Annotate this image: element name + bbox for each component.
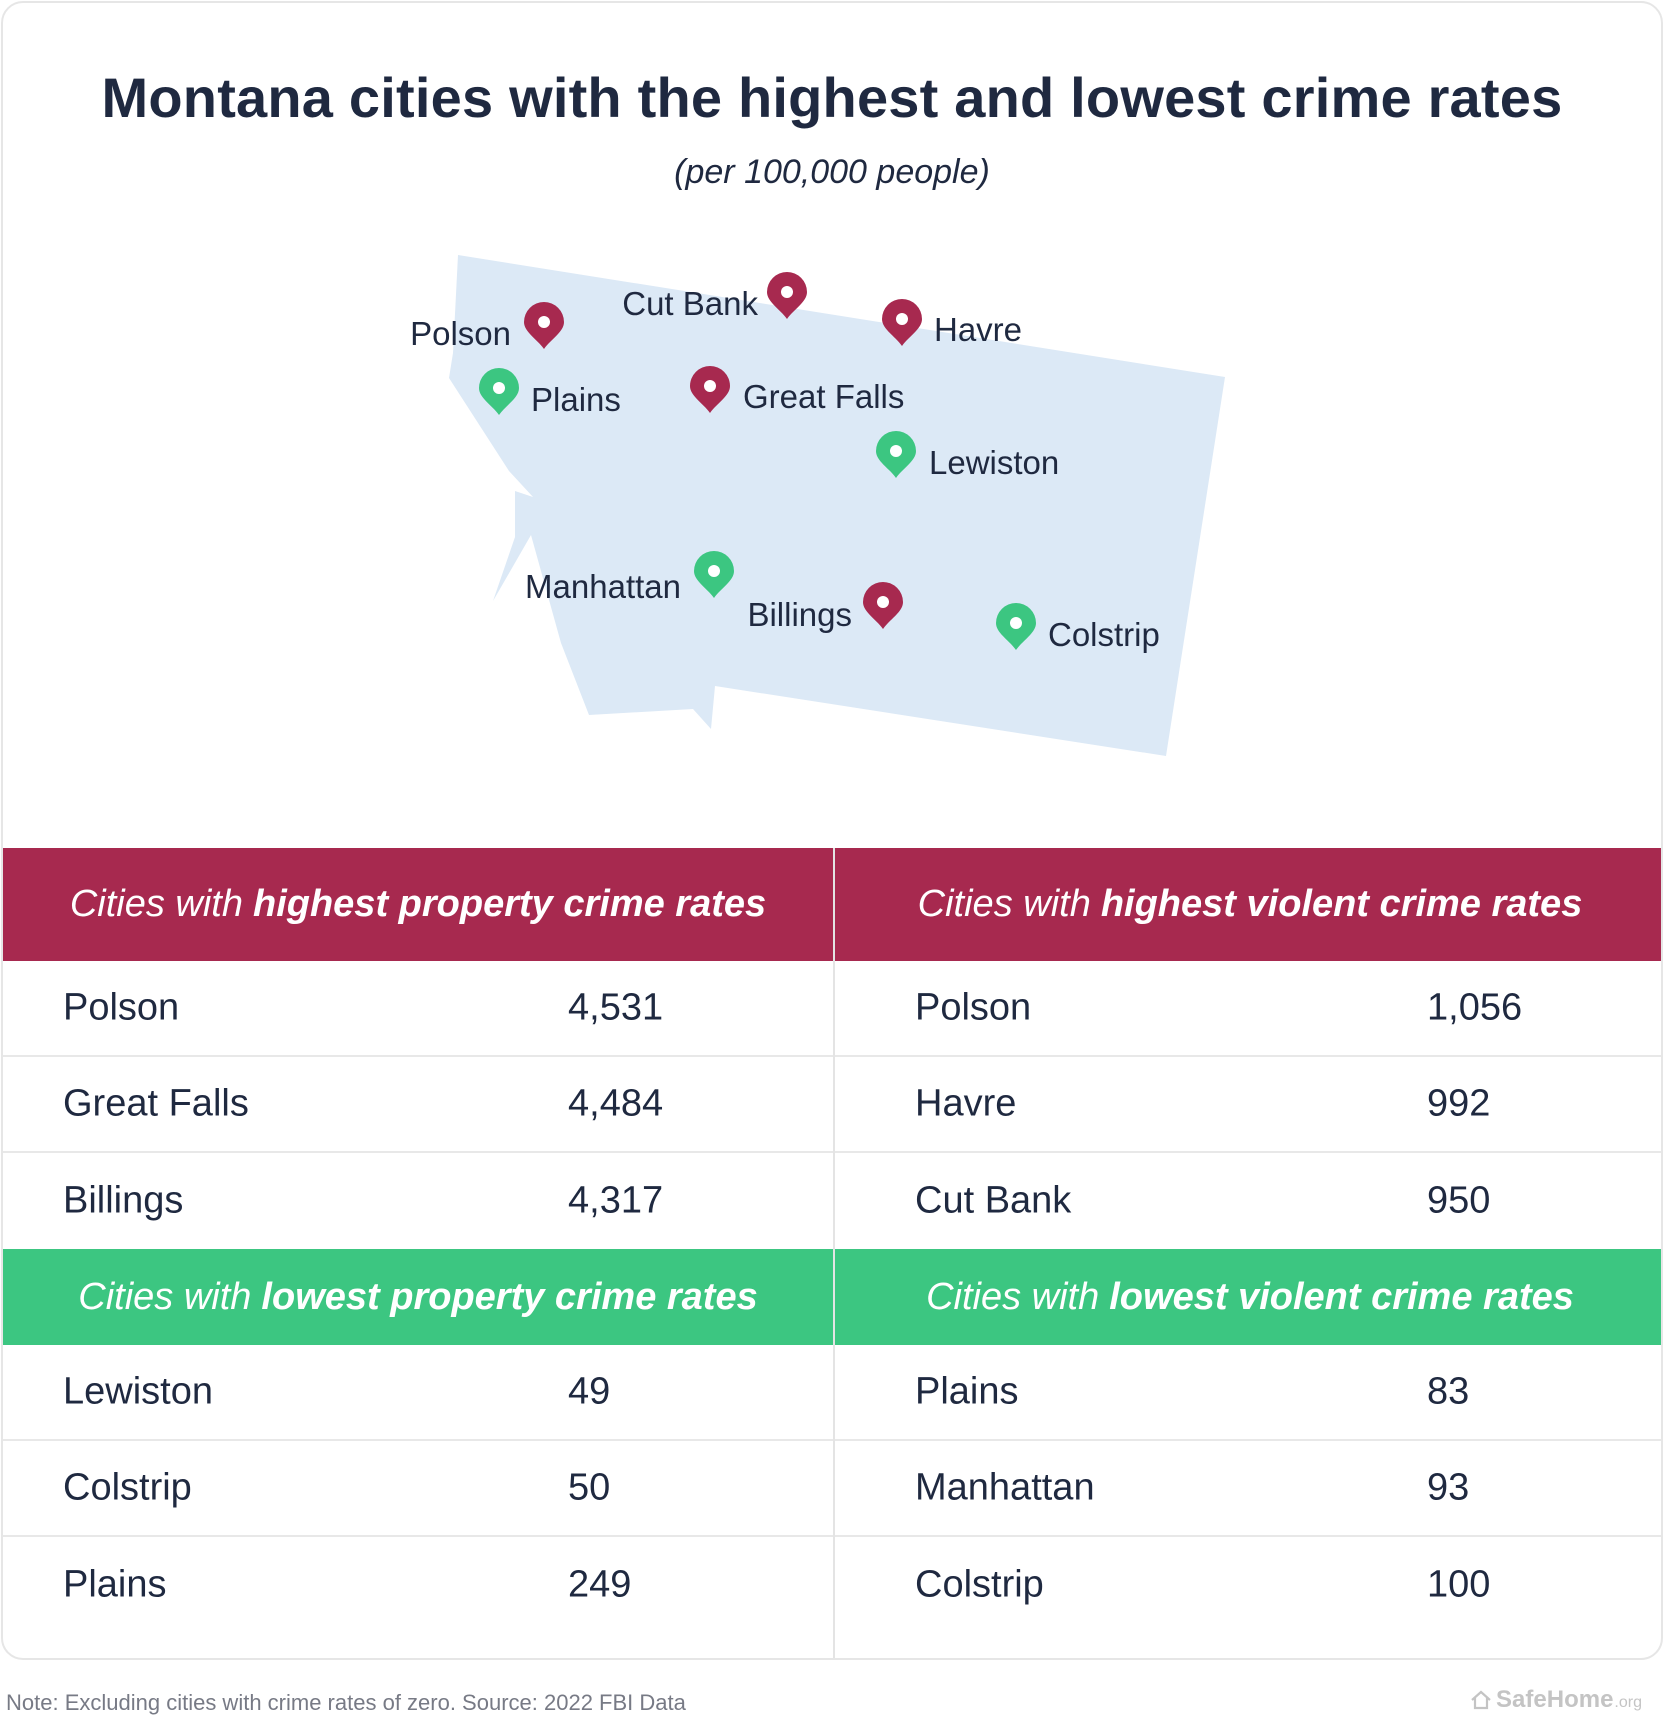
header-prefix: Cities with	[78, 1275, 252, 1318]
lowest-property-rows: Lewiston 49 Colstrip 50 Plains 249	[3, 1345, 833, 1633]
header-emphasis: lowest property crime rates	[261, 1275, 758, 1318]
table-row: Plains 249	[3, 1537, 833, 1633]
house-icon	[1471, 1690, 1491, 1710]
map-city-label: Havre	[934, 311, 1022, 348]
logo-suffix: .org	[1614, 1694, 1642, 1711]
table-row: Havre 992	[835, 1057, 1661, 1153]
table-row: Colstrip 50	[3, 1441, 833, 1537]
header-prefix: Cities with	[926, 1275, 1100, 1318]
city-name: Colstrip	[63, 1466, 192, 1509]
highest-violent-rows: Polson 1,056 Havre 992 Cut Bank 950	[835, 961, 1661, 1249]
crime-rate: 100	[1427, 1563, 1491, 1606]
pin-dot	[890, 445, 902, 457]
city-name: Colstrip	[915, 1563, 1044, 1606]
crime-rate: 1,056	[1427, 986, 1523, 1029]
map-city-label: Colstrip	[1048, 616, 1160, 653]
lowest-violent-header: Cities with lowest violent crime rates	[835, 1249, 1661, 1345]
header-prefix: Cities with	[69, 883, 243, 925]
table-row: Polson 1,056	[835, 961, 1661, 1057]
source-footnote: Note: Excluding cities with crime rates …	[6, 1690, 686, 1715]
city-name: Lewiston	[63, 1370, 213, 1413]
pin-dot	[493, 382, 505, 394]
city-name: Great Falls	[63, 1082, 249, 1125]
table-divider	[833, 848, 835, 1658]
map-marker: Lewiston	[876, 431, 1059, 481]
map-marker: Great Falls	[690, 366, 904, 415]
highest-violent-header: Cities with highest violent crime rates	[835, 848, 1661, 961]
brand-logo: SafeHome .org	[1470, 1686, 1642, 1714]
crime-rate: 4,531	[568, 986, 664, 1029]
table-row: Billings 4,317	[3, 1153, 833, 1249]
map-marker: Billings	[747, 582, 903, 633]
pin-dot	[877, 596, 889, 608]
map-city-label: Manhattan	[525, 568, 681, 605]
city-name: Manhattan	[915, 1466, 1095, 1509]
header-prefix: Cities with	[917, 883, 1091, 925]
table-row: Lewiston 49	[3, 1345, 833, 1441]
highest-property-rows: Polson 4,531 Great Falls 4,484 Billings 4,3…	[3, 961, 833, 1249]
highest-property-header: Cities with highest property crime rates	[3, 848, 833, 961]
map-marker: Cut Bank	[622, 272, 807, 322]
crime-rate: 249	[568, 1563, 632, 1606]
header-emphasis: lowest violent crime rates	[1109, 1275, 1574, 1318]
city-name: Billings	[63, 1179, 184, 1222]
crime-rate: 49	[568, 1370, 611, 1413]
header-emphasis: highest property crime rates	[252, 883, 767, 925]
lowest-property-header: Cities with lowest property crime rates	[3, 1249, 833, 1345]
page-subtitle: (per 100,000 people)	[674, 153, 990, 191]
map-marker: Havre	[882, 299, 1022, 348]
city-name: Plains	[63, 1563, 167, 1606]
table-row: Great Falls 4,484	[3, 1057, 833, 1153]
table-row: Manhattan 93	[835, 1441, 1661, 1537]
pin-dot	[538, 316, 550, 328]
map-city-label: Lewiston	[929, 444, 1059, 481]
pin-dot	[704, 380, 716, 392]
map-city-label: Billings	[747, 596, 852, 633]
city-name: Cut Bank	[915, 1179, 1072, 1222]
pin-dot	[781, 286, 793, 298]
page-title: Montana cities with the highest and lowe…	[101, 66, 1563, 129]
lowest-violent-rows: Plains 83 Manhattan 93 Colstrip 100	[835, 1345, 1661, 1633]
map-city-label: Great Falls	[743, 378, 904, 415]
crime-rate: 4,484	[568, 1082, 664, 1125]
pin-dot	[708, 565, 720, 577]
table-row: Cut Bank 950	[835, 1153, 1661, 1249]
map-marker: Colstrip	[996, 603, 1160, 653]
crime-rate: 992	[1427, 1082, 1491, 1125]
map-marker: Plains	[479, 368, 621, 418]
city-name: Polson	[63, 986, 180, 1029]
infographic-card: Montana cities with the highest and lowe…	[1, 1, 1663, 1660]
montana-state-shape	[449, 255, 1225, 756]
table-row: Polson 4,531	[3, 961, 833, 1057]
logo-name: SafeHome	[1496, 1686, 1614, 1713]
city-name: Plains	[915, 1370, 1019, 1413]
map-marker: Manhattan	[525, 551, 734, 605]
property-crime-column: Cities with highest property crime rates…	[3, 848, 833, 1633]
table-row: Plains 83	[835, 1345, 1661, 1441]
crime-rate: 4,317	[568, 1179, 664, 1222]
city-name: Havre	[915, 1082, 1017, 1125]
map-city-label: Plains	[531, 381, 621, 418]
map-marker: Polson	[410, 302, 564, 352]
table-row: Colstrip 100	[835, 1537, 1661, 1633]
city-name: Polson	[915, 986, 1032, 1029]
crime-rate: 83	[1427, 1370, 1470, 1413]
pin-dot	[1010, 617, 1022, 629]
montana-map: Polson Cut Bank Havre Plains Great Falls Lewi…	[410, 255, 1225, 756]
crime-rate: 50	[568, 1466, 611, 1509]
header-emphasis: highest violent crime rates	[1100, 883, 1583, 925]
crime-rate: 950	[1427, 1179, 1491, 1222]
violent-crime-column: Cities with highest violent crime rates …	[835, 848, 1661, 1633]
map-city-label: Cut Bank	[622, 285, 758, 322]
pin-dot	[896, 313, 908, 325]
map-city-label: Polson	[410, 315, 511, 352]
crime-rate: 93	[1427, 1466, 1470, 1509]
